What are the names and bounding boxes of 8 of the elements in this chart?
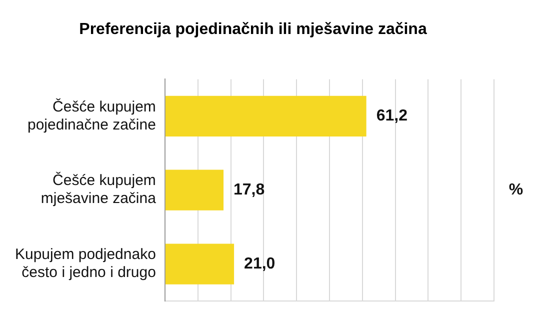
data-label: 17,8 — [234, 182, 265, 199]
y-tick-label: Češće kupujem pojedinačne začine — [28, 97, 156, 134]
y-tick-label: Kupujem podjednako često i jedno i drugo — [14, 246, 156, 282]
x-axis-title: % — [508, 182, 524, 199]
data-label: 21,0 — [244, 255, 276, 272]
y-tick-label: Češće kupujem mješavine začina — [40, 171, 157, 208]
chart-title: Preferencija pojedinačnih ili mješavine začina — [79, 21, 427, 38]
data-label: 61,2 — [376, 108, 408, 125]
